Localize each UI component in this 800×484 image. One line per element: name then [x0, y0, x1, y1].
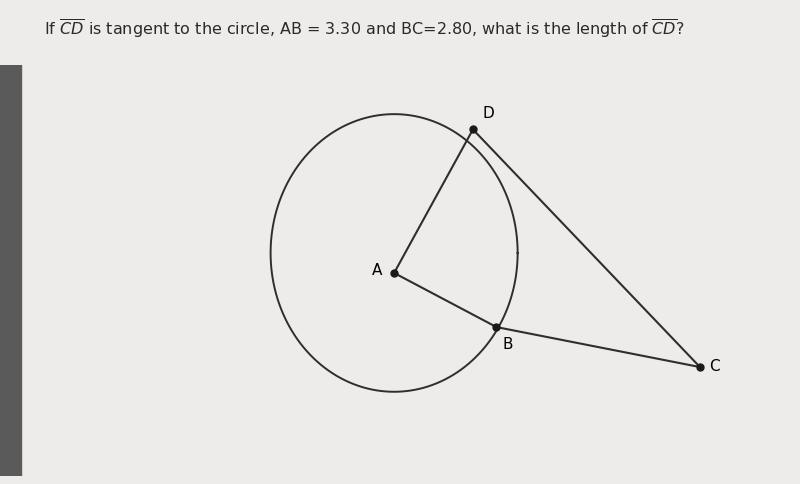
Text: B: B [502, 337, 513, 352]
Text: A: A [372, 262, 382, 277]
Text: D: D [482, 106, 494, 121]
Text: C: C [710, 359, 720, 374]
Text: If $\overline{CD}$ is tangent to the circle, AB = 3.30 and BC=2.80, what is the : If $\overline{CD}$ is tangent to the cir… [44, 17, 685, 40]
Bar [0, 0, 21, 484]
